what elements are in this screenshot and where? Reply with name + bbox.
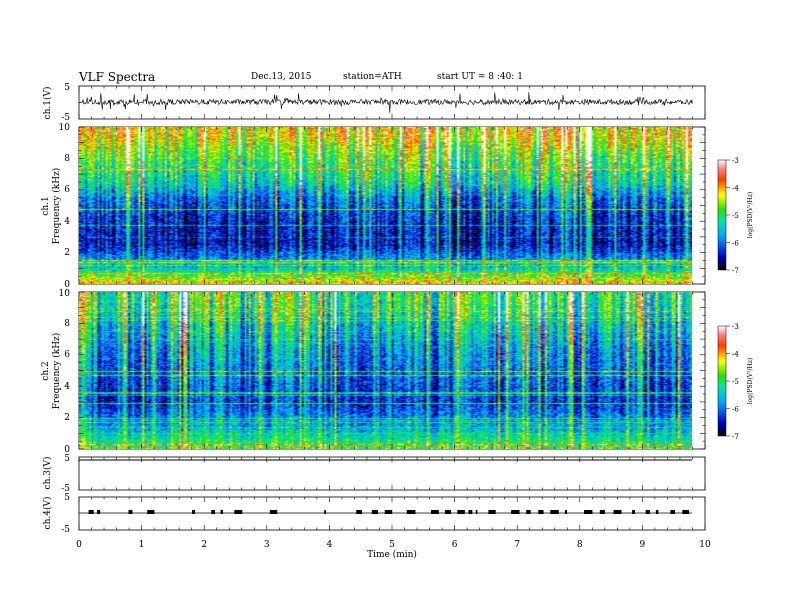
ch1-colorbar: [717, 159, 727, 271]
axis-ticks: [78, 86, 706, 530]
ch2-colorbar: [717, 325, 727, 437]
ch4-pulse: [488, 510, 496, 514]
ch4-pulse: [234, 510, 243, 514]
ch1spec-ylabel-channel: ch.1: [41, 196, 51, 215]
ch4-pulse: [599, 510, 605, 514]
ch2spec-ytick-8: 8: [64, 319, 70, 329]
ch1spec-ytick-2: 2: [64, 248, 70, 258]
ch1-ylabel: ch.1(V): [42, 87, 53, 120]
ch4-pulse: [550, 510, 559, 514]
ch1spec-ylabel-freq: Frequency (kHz): [51, 168, 62, 245]
ch4-pulse: [457, 510, 465, 514]
x-tick-label-1: 1: [139, 540, 145, 550]
ch2-spectrogram: [79, 292, 692, 449]
x-tick-label-9: 9: [640, 540, 646, 550]
ch3-ytick-bottom: -5: [61, 484, 70, 494]
ch4-pulse: [670, 510, 676, 514]
ch4-pulse: [444, 510, 451, 514]
x-tick-label-8: 8: [577, 540, 583, 550]
ch1-spectrogram: [79, 127, 692, 284]
colorbar-tick-label-0--5: -5: [732, 212, 739, 220]
ch4-pulse: [269, 510, 278, 514]
station-label: station=ATH: [343, 72, 402, 82]
colorbar-tick-label-1--5: -5: [732, 378, 739, 386]
ch4-pulse: [632, 510, 635, 514]
ch1-colorbar-label: log(PSD(V²/Hz): [747, 192, 754, 239]
ch4-pulse: [526, 510, 531, 514]
ch2spec-ytick-2: 2: [64, 413, 70, 423]
ch1spec-ytick-4: 4: [64, 217, 70, 227]
colorbar-tick-label-1--3: -3: [732, 323, 739, 331]
x-axis-label: Time (min): [367, 549, 417, 560]
start-time-label: start UT = 8 :40: 1: [437, 72, 523, 82]
ch4-pulse: [128, 510, 133, 514]
colorbar-tick-label-1--4: -4: [732, 351, 739, 359]
ch4-pulse: [613, 510, 622, 514]
ch1spec-ytick-8: 8: [64, 154, 70, 164]
ch4-pulse: [645, 510, 650, 514]
ch2spec-ytick-4: 4: [64, 382, 70, 392]
ch4-pulse: [324, 510, 326, 514]
ch1-ytick-bottom: -5: [61, 113, 70, 123]
ch1spec-ytick-0: 0: [64, 280, 70, 290]
ch4-pulse: [192, 510, 196, 514]
ch4-pulse: [538, 510, 544, 514]
x-tick-labels: 0 1 2 3 4 5 6 7 8 9 10: [76, 540, 711, 550]
x-tick-label-4: 4: [327, 540, 333, 550]
colorbar-tick-label-0--6: -6: [732, 240, 739, 248]
ch2-colorbar-label: log(PSD(V²/Hz): [747, 358, 754, 405]
ch4-ytick-bottom: -5: [61, 525, 70, 535]
x-tick-label-7: 7: [514, 540, 520, 550]
colorbar-ticks: -3 -4 -5 -6 -7 -3 -4 -5 -6 -7: [726, 157, 739, 441]
ch4-pulse: [371, 510, 379, 514]
ch2spec-ytick-10: 10: [59, 289, 71, 299]
ch4-pulse: [406, 510, 416, 514]
ch4-pulse: [655, 510, 659, 514]
date-label: Dec.13, 2015: [251, 72, 312, 82]
ch1spec-ytick-6: 6: [64, 185, 70, 195]
ch4-pulse: [220, 510, 223, 514]
ch3-ylabel: ch.3(V): [42, 457, 53, 490]
ch4-pulse: [88, 510, 94, 514]
ch4-pulse: [147, 510, 155, 514]
ch1-waveform-line: [78, 92, 693, 113]
ch4-pulse: [356, 510, 363, 514]
ch1spec-ytick-10: 10: [59, 123, 71, 133]
ch2spec-ytick-6: 6: [64, 350, 70, 360]
ch4-ylabel: ch.4(V): [42, 497, 53, 530]
ch4-pulse: [211, 510, 216, 514]
x-tick-label-2: 2: [201, 540, 207, 550]
ch4-pulse: [468, 510, 473, 514]
ch4-pulse: [584, 510, 593, 514]
chart-title: VLF Spectra: [79, 70, 156, 84]
ch4-ytick-top: 5: [64, 493, 70, 503]
ch4-pulse: [475, 510, 478, 514]
colorbar-tick-label-1--6: -6: [732, 406, 739, 414]
ch4-pulse: [564, 510, 568, 514]
colorbar-tick-label-0--3: -3: [732, 157, 739, 165]
ch4-pulse: [511, 510, 520, 514]
ch3-ytick-top: 5: [64, 454, 70, 464]
x-tick-label-3: 3: [264, 540, 270, 550]
ch1-ytick-top: 5: [64, 83, 70, 93]
x-tick-label-10: 10: [699, 540, 711, 550]
ch4-pulse: [682, 510, 690, 514]
ch4-pulse: [431, 510, 439, 514]
colorbar-tick-label-0--7: -7: [732, 267, 739, 275]
ch2spec-ylabel-freq: Frequency (kHz): [51, 333, 62, 410]
ch2spec-ytick-0: 0: [64, 445, 70, 455]
ch4-pulses: [88, 510, 690, 514]
ch4-pulse: [96, 510, 101, 514]
x-tick-label-0: 0: [76, 540, 82, 550]
x-tick-label-5: 5: [389, 540, 395, 550]
ch2spec-ylabel-channel: ch.2: [41, 361, 51, 380]
colorbar-tick-label-0--4: -4: [732, 185, 739, 193]
ch4-pulse: [384, 510, 393, 514]
x-tick-label-6: 6: [452, 540, 458, 550]
colorbar-tick-label-1--7: -7: [732, 433, 739, 441]
